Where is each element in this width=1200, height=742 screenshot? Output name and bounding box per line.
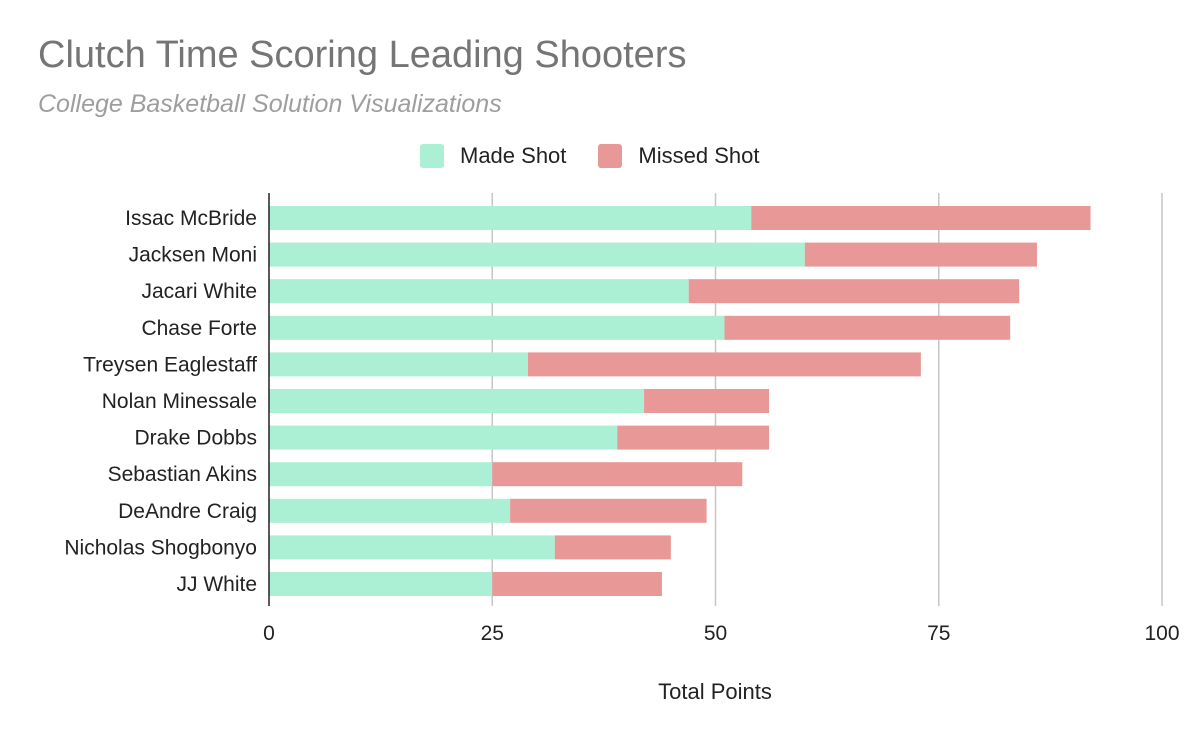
y-tick-label: Jacksen Moni xyxy=(129,244,257,267)
y-tick-label: Sebastian Akins xyxy=(108,463,257,486)
y-tick-label: DeAndre Craig xyxy=(118,500,257,523)
y-tick-label: Jacari White xyxy=(141,280,257,303)
legend-swatch-missed xyxy=(598,144,623,168)
bar-made xyxy=(269,389,645,413)
bar-made xyxy=(269,242,805,267)
bar-missed xyxy=(724,315,1011,340)
x-tick-label: 75 xyxy=(927,622,950,645)
x-tick-label: 0 xyxy=(263,622,275,645)
axis-layer: 0 25 50 75 100 Issac McBride Jacksen Moni Jacar… xyxy=(64,193,1180,645)
bar-made xyxy=(269,352,528,377)
x-tick-label: 50 xyxy=(704,622,727,645)
bar-made xyxy=(269,279,689,304)
bar-made xyxy=(269,425,618,450)
x-axis-title: Total Points xyxy=(658,679,772,704)
bar-missed xyxy=(554,535,671,560)
y-tick-label: Nolan Minessale xyxy=(102,390,257,413)
x-tick-label: 25 xyxy=(481,622,504,645)
bar-missed xyxy=(688,279,1020,304)
y-tick-label: Nicholas Shogbonyo xyxy=(64,536,257,559)
chart-title: Clutch Time Scoring Leading Shooters xyxy=(38,34,687,76)
legend-item-made[interactable]: Made Shot xyxy=(420,142,566,170)
bar-missed xyxy=(492,572,662,596)
bar-missed xyxy=(804,242,1037,267)
bar-missed xyxy=(644,389,770,413)
chart-subtitle: College Basketball Solution Visualizatio… xyxy=(38,90,502,118)
legend: Made Shot Missed Shot xyxy=(420,142,791,170)
legend-swatch-made xyxy=(420,144,444,168)
y-tick-label: Chase Forte xyxy=(141,317,257,340)
bars-layer xyxy=(269,206,1091,596)
y-tick-label: Drake Dobbs xyxy=(134,427,257,450)
bar-made xyxy=(269,462,493,487)
bar-missed xyxy=(751,206,1091,230)
bar-made xyxy=(269,206,752,230)
bar-made xyxy=(269,315,725,340)
bar-made xyxy=(269,535,555,560)
legend-label-made: Made Shot xyxy=(460,143,567,168)
legend-label-missed: Missed Shot xyxy=(638,143,760,168)
bar-made xyxy=(269,498,511,523)
x-tick-label: 100 xyxy=(1144,622,1179,645)
y-tick-label: Treysen Eaglestaff xyxy=(83,353,257,376)
bar-missed xyxy=(617,425,770,450)
bar-missed xyxy=(527,352,921,377)
legend-item-missed[interactable]: Missed Shot xyxy=(598,142,759,170)
bar-missed xyxy=(492,462,743,487)
bar-made xyxy=(269,572,493,596)
y-tick-label: JJ White xyxy=(176,573,257,596)
bar-missed xyxy=(510,498,707,523)
y-tick-label: Issac McBride xyxy=(125,207,257,230)
